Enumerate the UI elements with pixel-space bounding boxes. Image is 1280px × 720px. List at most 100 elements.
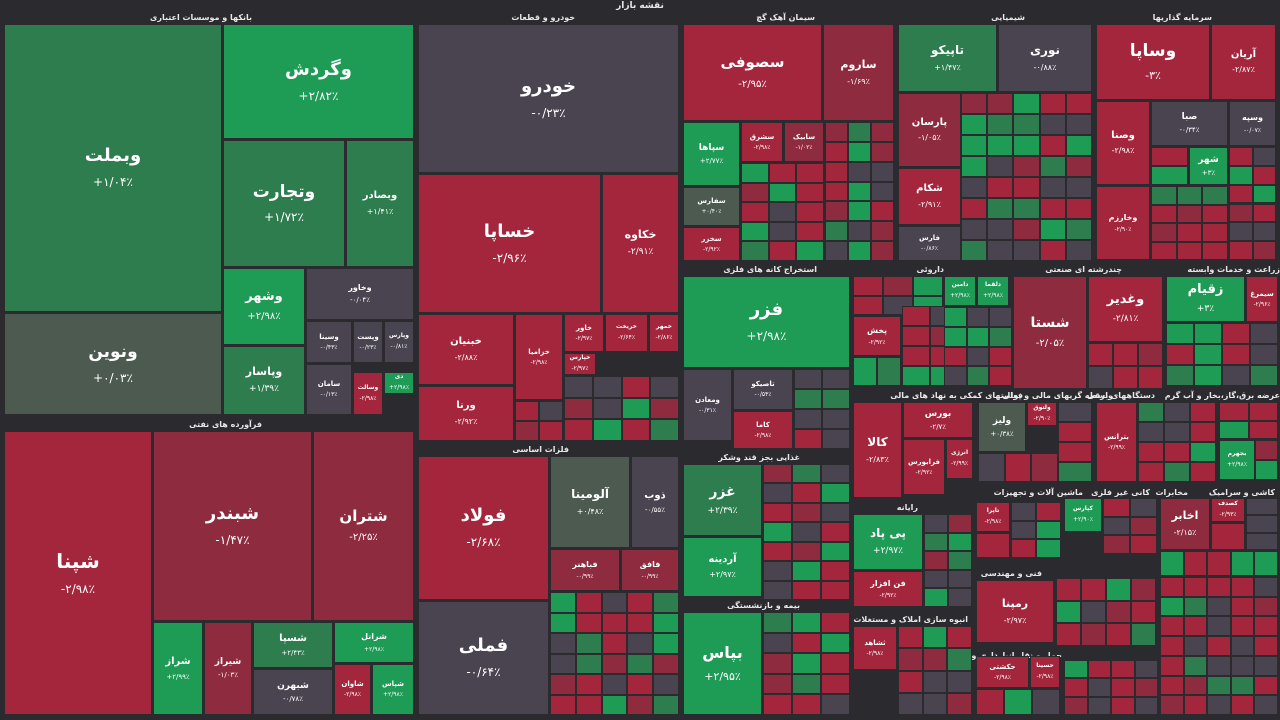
symbol-cell[interactable] [1254,616,1278,637]
symbol-cell[interactable] [871,221,894,242]
symbol-cell[interactable] [821,653,850,674]
symbol-cell[interactable] [1254,577,1278,597]
symbol-cell[interactable] [1111,696,1135,715]
symbol-cell[interactable] [1219,420,1249,439]
symbol-cell[interactable] [627,592,654,613]
symbol-cell[interactable] [1056,600,1081,624]
symbol-tile[interactable]: پخش -۲/۹۲٪ [853,316,901,356]
symbol-cell[interactable] [898,670,923,693]
symbol-cell[interactable] [1229,184,1253,204]
symbol-cell[interactable] [987,156,1014,177]
symbol-cell[interactable] [922,648,948,671]
symbol-cell[interactable] [1106,623,1131,646]
symbol-cell[interactable] [1183,577,1208,597]
symbol-cell[interactable] [987,93,1014,114]
symbol-tile[interactable]: بپاس +۲/۹۵٪ [683,612,762,715]
symbol-cell[interactable] [653,653,679,674]
symbol-cell[interactable] [948,588,972,607]
symbol-tile[interactable]: اخابر -۲/۱۵٪ [1160,498,1210,550]
symbol-cell[interactable] [1013,177,1040,198]
symbol-cell[interactable] [601,633,628,654]
symbol-tile[interactable]: ثشاهد -۲/۹۸٪ [853,626,897,670]
symbol-cell[interactable] [575,653,602,674]
symbol-cell[interactable] [1036,502,1061,521]
symbol-tile[interactable]: سخزر -۲/۹۲٪ [683,227,740,261]
symbol-cell[interactable] [1013,135,1040,156]
symbol-cell[interactable] [1207,655,1231,676]
symbol-cell[interactable] [1194,365,1222,386]
symbol-cell[interactable] [961,177,988,198]
symbol-cell[interactable] [1176,204,1203,223]
symbol-cell[interactable] [877,357,901,386]
symbol-cell[interactable] [825,221,848,242]
symbol-tile[interactable]: ومعادن -۰/۳۱٪ [683,369,732,441]
symbol-cell[interactable] [871,181,894,202]
symbol-cell[interactable] [1064,678,1088,697]
symbol-tile[interactable]: سپاها +۲/۷۷٪ [683,122,740,186]
symbol-cell[interactable] [1138,442,1164,462]
symbol-cell[interactable] [848,201,871,222]
symbol-tile[interactable]: وتجارت +۱/۷۲٪ [223,140,345,267]
symbol-cell[interactable] [1194,323,1222,344]
symbol-cell[interactable] [898,692,923,715]
symbol-cell[interactable] [1211,523,1245,550]
symbol-cell[interactable] [650,397,679,420]
symbol-cell[interactable] [564,397,593,420]
symbol-cell[interactable] [883,276,913,296]
symbol-cell[interactable] [1081,600,1106,624]
symbol-cell[interactable] [961,240,988,261]
symbol-cell[interactable] [1113,366,1138,389]
symbol-cell[interactable] [825,201,848,222]
symbol-cell[interactable] [1160,577,1184,597]
symbol-cell[interactable] [1255,460,1278,480]
symbol-cell[interactable] [1131,578,1156,601]
symbol-cell[interactable] [1004,453,1032,482]
symbol-cell[interactable] [922,626,948,649]
symbol-cell[interactable] [1103,535,1130,554]
symbol-cell[interactable] [1130,516,1157,536]
symbol-tile[interactable]: شاوان -۲/۹۸٪ [334,664,371,715]
symbol-tile[interactable]: ولتوق -۲/۹۰٪ [1027,402,1057,426]
symbol-cell[interactable] [1065,135,1092,156]
symbol-cell[interactable] [821,632,850,654]
symbol-cell[interactable] [741,241,769,261]
symbol-cell[interactable] [792,464,821,484]
symbol-tile[interactable]: تاپیکو +۱/۴۷٪ [898,24,997,92]
symbol-tile[interactable]: سامان -۰/۱۳٪ [306,364,352,415]
symbol-tile[interactable]: کاما -۲/۹۸٪ [733,411,793,449]
symbol-cell[interactable] [1011,539,1036,558]
symbol-cell[interactable] [1106,578,1131,601]
symbol-cell[interactable] [1065,114,1092,135]
symbol-cell[interactable] [550,694,576,715]
symbol-cell[interactable] [1207,675,1231,696]
symbol-tile[interactable]: غزر +۲/۳۹٪ [683,464,762,536]
symbol-cell[interactable] [1183,695,1208,715]
symbol-cell[interactable] [948,569,972,589]
symbol-cell[interactable] [1190,422,1216,442]
symbol-cell[interactable] [1138,366,1163,389]
symbol-cell[interactable] [575,592,602,613]
symbol-tile[interactable]: سصوفی -۲/۹۵٪ [683,24,822,121]
symbol-cell[interactable] [1151,241,1177,260]
symbol-cell[interactable] [796,241,824,261]
symbol-cell[interactable] [794,369,822,389]
symbol-cell[interactable] [1087,660,1111,679]
symbol-cell[interactable] [1190,462,1216,482]
symbol-cell[interactable] [1039,93,1066,114]
symbol-cell[interactable] [1031,453,1058,482]
symbol-cell[interactable] [966,346,990,367]
symbol-cell[interactable] [1254,551,1278,576]
symbol-cell[interactable] [741,182,769,203]
symbol-cell[interactable] [796,163,824,183]
symbol-cell[interactable] [1065,240,1092,261]
symbol-cell[interactable] [564,419,593,441]
symbol-tile[interactable]: فزر +۲/۹۸٪ [683,276,850,368]
symbol-cell[interactable] [796,202,824,222]
symbol-cell[interactable] [1229,241,1253,260]
symbol-cell[interactable] [763,464,792,484]
symbol-cell[interactable] [1252,165,1276,185]
symbol-cell[interactable] [1134,696,1158,715]
symbol-cell[interactable] [1229,222,1253,242]
symbol-tile[interactable]: وساپا -۳٪ [1096,24,1210,100]
symbol-cell[interactable] [913,276,943,296]
